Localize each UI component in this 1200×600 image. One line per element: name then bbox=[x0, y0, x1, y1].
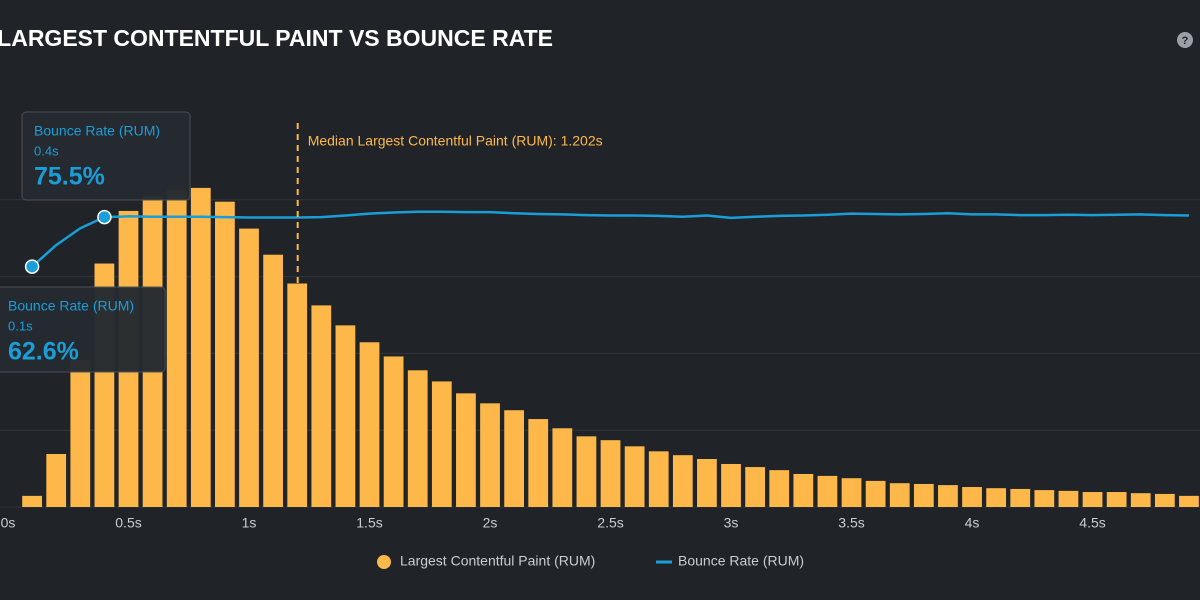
help-icon-text[interactable]: ? bbox=[1182, 35, 1189, 47]
bar bbox=[504, 410, 525, 507]
bar bbox=[697, 459, 717, 507]
x-tick-label: 2.5s bbox=[597, 515, 623, 531]
legend-swatch bbox=[377, 555, 391, 569]
bar bbox=[335, 325, 356, 507]
bar bbox=[1082, 492, 1103, 507]
x-tick-label: 4.5s bbox=[1079, 515, 1105, 531]
bar bbox=[1058, 490, 1079, 507]
x-tick-label: 3.5s bbox=[838, 515, 864, 531]
tooltip-point bbox=[24, 259, 40, 274]
tooltip-value: 62.6% bbox=[8, 338, 79, 366]
x-tick-label: 1.5s bbox=[356, 515, 382, 531]
tooltip-x: 0.1s bbox=[8, 318, 33, 333]
chart-title: LARGEST CONTENTFUL PAINT VS BOUNCE RATE bbox=[0, 25, 553, 51]
bar bbox=[70, 360, 91, 507]
tooltip-point bbox=[97, 209, 112, 225]
bar bbox=[22, 495, 42, 507]
tooltip-value: 75.5% bbox=[34, 163, 105, 191]
median-label: Median Largest Contentful Paint (RUM): 1… bbox=[308, 133, 603, 149]
bar bbox=[1106, 492, 1127, 507]
bar bbox=[769, 470, 790, 507]
bar bbox=[1034, 490, 1055, 507]
bar bbox=[239, 228, 259, 507]
bar bbox=[46, 454, 67, 507]
tooltip-box bbox=[0, 286, 166, 373]
bar bbox=[721, 463, 741, 507]
tooltip-title: Bounce Rate (RUM) bbox=[8, 298, 134, 314]
x-tick-label: 0s bbox=[1, 515, 16, 531]
bar bbox=[962, 487, 982, 507]
bar bbox=[938, 485, 958, 507]
help-icon[interactable] bbox=[1177, 32, 1193, 48]
bar bbox=[311, 305, 332, 507]
bar bbox=[287, 283, 308, 507]
x-tick-label: 0.5s bbox=[115, 515, 141, 531]
bar bbox=[865, 480, 886, 507]
bar bbox=[841, 478, 862, 507]
bar bbox=[817, 475, 838, 507]
bar bbox=[624, 446, 645, 507]
bar bbox=[648, 451, 669, 507]
bar bbox=[889, 483, 910, 507]
bar bbox=[1154, 493, 1175, 507]
legend-label[interactable]: Largest Contentful Paint (RUM) bbox=[400, 553, 595, 569]
x-tick-label: 4s bbox=[965, 515, 980, 531]
bar bbox=[456, 393, 476, 507]
bar bbox=[190, 187, 211, 507]
bar bbox=[215, 201, 235, 507]
bar bbox=[913, 483, 934, 507]
x-tick-label: 1s bbox=[242, 515, 257, 531]
bar bbox=[166, 190, 187, 507]
tooltip-x: 0.4s bbox=[34, 143, 59, 158]
bar bbox=[383, 356, 404, 507]
bar bbox=[407, 370, 428, 507]
bar bbox=[480, 403, 500, 507]
bar bbox=[528, 419, 549, 507]
tooltip-title: Bounce Rate (RUM) bbox=[34, 123, 160, 139]
bar bbox=[986, 488, 1007, 507]
bar bbox=[1179, 495, 1199, 507]
bar bbox=[263, 254, 283, 507]
tooltip-box bbox=[21, 111, 191, 201]
line bbox=[31, 210, 1189, 268]
bar bbox=[600, 440, 621, 507]
bar bbox=[576, 436, 597, 507]
x-tick-label: 2s bbox=[483, 515, 498, 531]
bar bbox=[431, 381, 452, 507]
bar bbox=[745, 467, 766, 507]
bar bbox=[1010, 488, 1031, 507]
bar bbox=[793, 473, 814, 507]
bar bbox=[672, 455, 693, 507]
bar bbox=[1130, 493, 1151, 507]
bar bbox=[359, 342, 380, 507]
bar bbox=[552, 428, 573, 507]
x-tick-label: 3s bbox=[724, 515, 739, 531]
legend-label[interactable]: Bounce Rate (RUM) bbox=[678, 553, 804, 569]
